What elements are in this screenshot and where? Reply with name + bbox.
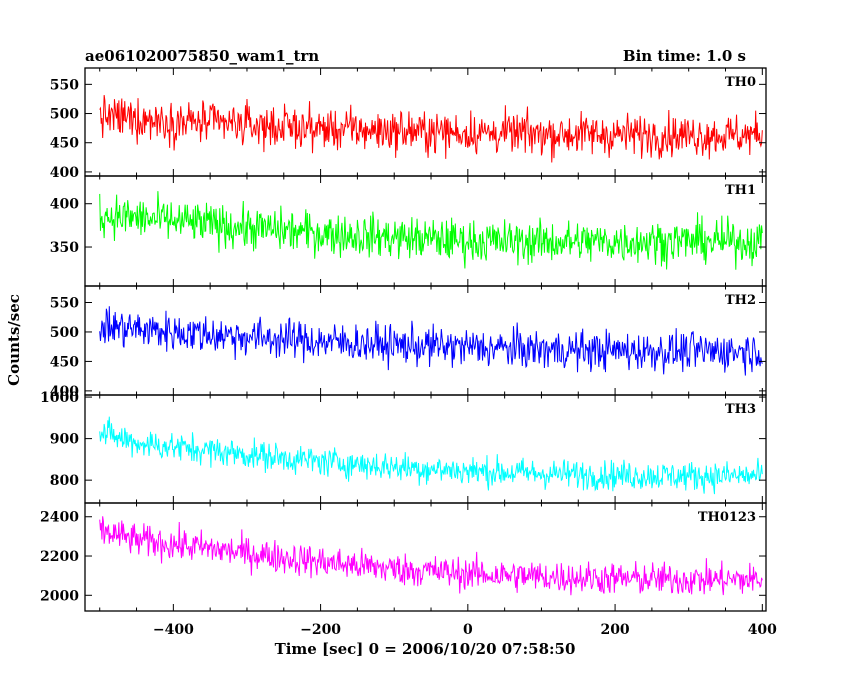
series-line-th3 bbox=[99, 416, 763, 495]
chart-title: ae061020075850_wam1_trn bbox=[85, 47, 319, 65]
y-tick-label: 450 bbox=[50, 136, 79, 152]
x-tick-labels: −400 −200 0 200 400 bbox=[153, 622, 777, 638]
series-line-th0123 bbox=[99, 516, 763, 596]
panel-label: TH3 bbox=[725, 402, 756, 417]
y-tick-label: 450 bbox=[50, 354, 79, 370]
bin-time-label: Bin time: 1.0 s bbox=[623, 47, 746, 65]
y-tick-label: 500 bbox=[50, 325, 79, 341]
y-tick-label: 550 bbox=[50, 77, 79, 93]
y-tick-label: 550 bbox=[50, 295, 79, 311]
x-tick-label: −400 bbox=[153, 622, 194, 638]
y-tick-label: 2400 bbox=[40, 510, 79, 526]
panel-label: TH0 bbox=[725, 75, 756, 90]
y-tick-label: 350 bbox=[50, 240, 79, 256]
panel-label: TH2 bbox=[725, 293, 756, 308]
x-tick-label: −200 bbox=[300, 622, 341, 638]
panel-stack: 400 450 500 550 TH0 350 400 TH1 400 450 500 550 TH2 8… bbox=[40, 67, 767, 612]
panel-label: TH1 bbox=[725, 183, 756, 198]
series-line-th2 bbox=[99, 306, 763, 376]
x-axis-label: Time [sec] 0 = 2006/10/20 07:58:50 bbox=[275, 640, 576, 658]
panel-th2: 400 450 500 550 TH2 bbox=[50, 285, 767, 400]
y-tick-label: 400 bbox=[50, 384, 79, 400]
panel-th3: 800 900 1000 TH3 bbox=[40, 390, 767, 504]
y-tick-label: 900 bbox=[50, 432, 79, 448]
panel-th1: 350 400 TH1 bbox=[50, 175, 767, 287]
y-tick-label: 800 bbox=[50, 473, 79, 489]
y-axis-label: Counts/sec bbox=[5, 294, 23, 386]
series-line-th0 bbox=[99, 95, 763, 163]
panel-label: TH0123 bbox=[698, 510, 756, 525]
x-tick-label: 400 bbox=[748, 622, 777, 638]
panel-th0123: 2000 2200 2400 TH0123 bbox=[40, 502, 767, 612]
y-tick-label: 400 bbox=[50, 197, 79, 213]
y-tick-label: 500 bbox=[50, 107, 79, 123]
y-tick-label: 1000 bbox=[40, 390, 79, 406]
y-tick-label: 2000 bbox=[40, 588, 79, 604]
y-tick-label: 400 bbox=[50, 165, 79, 181]
y-tick-label: 2200 bbox=[40, 549, 79, 565]
panel-th0: 400 450 500 550 TH0 bbox=[50, 67, 767, 181]
x-tick-label: 0 bbox=[463, 622, 473, 638]
series-line-th1 bbox=[99, 191, 763, 270]
panel-frame bbox=[84, 502, 767, 612]
x-tick-label: 200 bbox=[600, 622, 629, 638]
